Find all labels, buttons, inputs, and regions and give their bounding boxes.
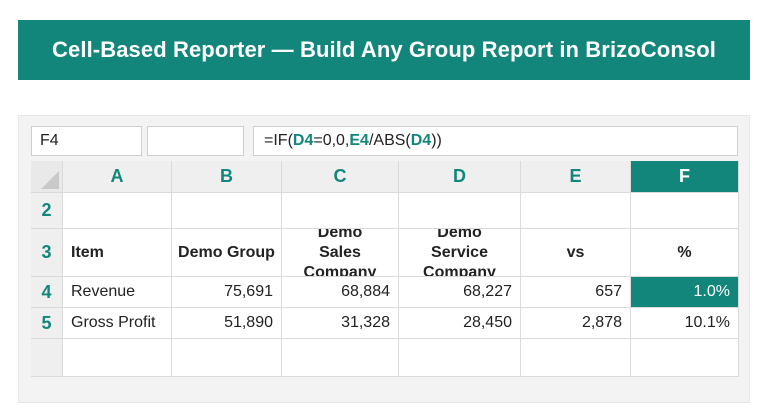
cell-d2[interactable]	[399, 193, 521, 229]
cell-b4[interactable]: 75,691	[172, 277, 282, 308]
column-header-b[interactable]: B	[172, 161, 282, 193]
cell-e3[interactable]: vs	[521, 229, 631, 277]
cell-e5[interactable]: 2,878	[521, 308, 631, 339]
table-row: 5 Gross Profit 51,890 31,328 28,450 2,87…	[31, 308, 739, 339]
spreadsheet: F4 =IF(D4 =0,0, E4/ABS(D4)) A B C D E F 2 …	[18, 115, 750, 403]
formula-ref-e4: E4	[349, 132, 369, 149]
column-header-f[interactable]: F	[631, 161, 739, 193]
cell-d6[interactable]	[399, 339, 521, 377]
cell-c6[interactable]	[282, 339, 399, 377]
column-header-row: A B C D E F	[31, 161, 739, 193]
formula-ref-d4: D4	[292, 132, 314, 149]
column-header-c[interactable]: C	[282, 161, 399, 193]
page-banner: Cell-Based Reporter — Build Any Group Re…	[18, 20, 750, 80]
cell-d5[interactable]: 28,450	[399, 308, 521, 339]
cell-a4[interactable]: Revenue	[63, 277, 172, 308]
cell-a5[interactable]: Gross Profit	[63, 308, 172, 339]
table-row: 2	[31, 193, 739, 229]
formula-input[interactable]: =IF(D4 =0,0, E4/ABS(D4))	[253, 126, 738, 156]
row-header[interactable]: 4	[31, 277, 63, 308]
cell-c3[interactable]: Demo Sales Company	[282, 229, 399, 277]
row-header[interactable]: 2	[31, 193, 63, 229]
function-box[interactable]	[147, 126, 244, 156]
formula-ref-d4: D4	[410, 132, 432, 149]
cell-b3[interactable]: Demo Group	[172, 229, 282, 277]
table-row: 4 Revenue 75,691 68,884 68,227 657 1.0%	[31, 277, 739, 308]
cell-a3[interactable]: Item	[63, 229, 172, 277]
cell-c4[interactable]: 68,884	[282, 277, 399, 308]
cell-e6[interactable]	[521, 339, 631, 377]
cell-d4[interactable]: 68,227	[399, 277, 521, 308]
cell-a2[interactable]	[63, 193, 172, 229]
formula-part: ))	[431, 132, 442, 149]
row-header[interactable]	[31, 339, 63, 377]
name-box-value: F4	[40, 132, 59, 149]
table-row: 3 Item Demo Group Demo Sales Company Dem…	[31, 229, 739, 277]
cell-f6[interactable]	[631, 339, 739, 377]
cell-f5[interactable]: 10.1%	[631, 308, 739, 339]
table-row	[31, 339, 739, 377]
cell-d3[interactable]: Demo Service Company	[399, 229, 521, 277]
formula-part: =0,0,	[313, 132, 350, 149]
cell-e2[interactable]	[521, 193, 631, 229]
banner-title: Cell-Based Reporter — Build Any Group Re…	[52, 37, 716, 62]
cell-c2[interactable]	[282, 193, 399, 229]
cell-f3[interactable]: %	[631, 229, 739, 277]
cell-b2[interactable]	[172, 193, 282, 229]
cell-f4-selected[interactable]: 1.0%	[631, 277, 739, 308]
formula-part: =IF(	[264, 132, 293, 149]
select-all-corner[interactable]	[31, 161, 63, 193]
column-header-e[interactable]: E	[521, 161, 631, 193]
cell-a6[interactable]	[63, 339, 172, 377]
cell-f2[interactable]	[631, 193, 739, 229]
row-header[interactable]: 5	[31, 308, 63, 339]
cell-c5[interactable]: 31,328	[282, 308, 399, 339]
column-header-a[interactable]: A	[63, 161, 172, 193]
cell-b5[interactable]: 51,890	[172, 308, 282, 339]
cell-e4[interactable]: 657	[521, 277, 631, 308]
column-header-d[interactable]: D	[399, 161, 521, 193]
formula-part: /ABS(	[368, 132, 411, 149]
row-header[interactable]: 3	[31, 229, 63, 277]
cell-b6[interactable]	[172, 339, 282, 377]
name-box[interactable]: F4	[31, 126, 142, 156]
